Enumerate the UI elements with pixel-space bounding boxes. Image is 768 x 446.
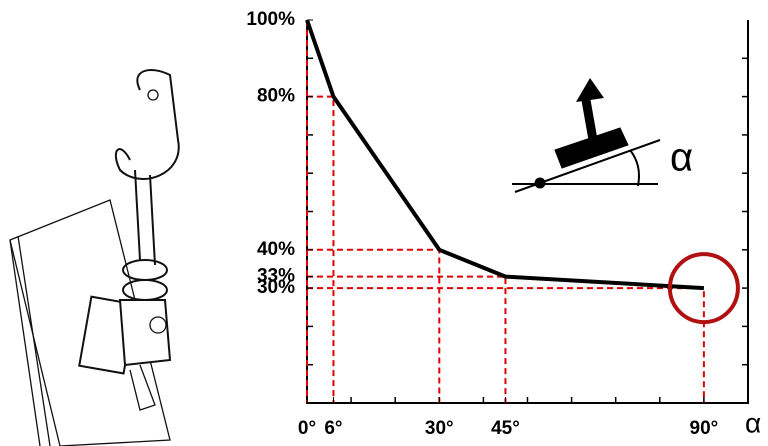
y-tick-label: 100% xyxy=(246,9,295,30)
x-axis-label: α xyxy=(745,407,761,438)
annotation: α xyxy=(670,136,693,180)
x-tick-label: 30° xyxy=(425,418,454,439)
y-tick-label: 80% xyxy=(257,86,295,107)
x-tick-label: 90° xyxy=(690,418,719,439)
page: α α 30%33%40%80%100%0°6°30°45°90° xyxy=(0,0,768,446)
x-tick-label: 0° xyxy=(298,418,316,439)
y-tick-label: 40% xyxy=(257,239,295,260)
data-line xyxy=(307,20,704,288)
x-tick-label: 6° xyxy=(324,418,342,439)
hook-illustration xyxy=(10,70,179,446)
y-tick-label: 33% xyxy=(257,266,295,287)
angle-diagram xyxy=(512,78,660,192)
guide-line xyxy=(307,288,704,403)
guide-line xyxy=(307,250,439,403)
plot-frame xyxy=(307,20,748,403)
x-tick-label: 45° xyxy=(491,418,520,439)
guide-line xyxy=(307,277,505,403)
